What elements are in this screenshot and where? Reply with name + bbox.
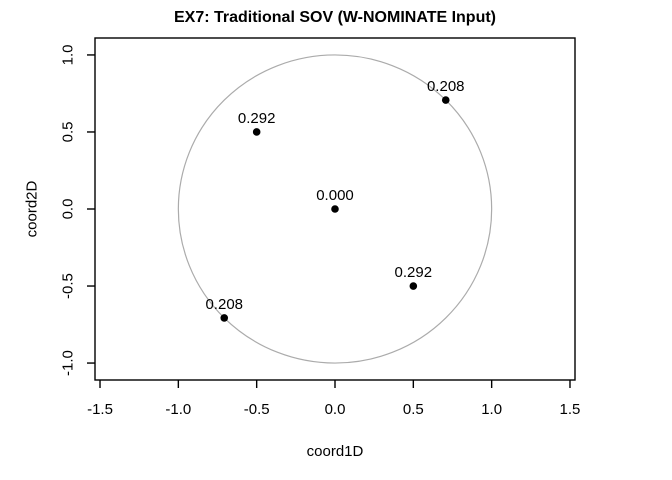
x-tick-label: -1.0 [165,401,191,418]
x-tick-label: -1.5 [87,401,113,418]
x-axis-label: coord1D [307,443,364,460]
point-label: 0.208 [427,78,465,95]
data-point [252,128,261,136]
data-point [441,96,450,104]
x-tick-label: 0.5 [403,401,424,418]
y-tick-label: 0.0 [59,199,76,220]
y-axis-label: coord2D [23,180,40,237]
data-point [331,205,339,213]
x-tick-label: 1.5 [560,401,581,418]
y-tick-label: 1.0 [59,45,76,66]
x-tick-label: -0.5 [244,401,270,418]
y-tick-label: -1.0 [59,350,76,376]
point-label: 0.292 [238,110,276,127]
unit-circle [177,54,493,364]
point-label: 0.292 [395,264,433,281]
plot-title: EX7: Traditional SOV (W-NOMINATE Input) [174,9,496,26]
data-point [409,282,418,290]
point-label: 0.208 [205,296,243,313]
chart-layer: -1.5 -1.0 -0.5 0.0 0.5 1.0 1.5 -1.0 -0.5 0.0 0.5 1.… [59,37,581,418]
data-point [220,314,229,322]
point-label: 0.000 [316,187,354,204]
y-tick-label: 0.5 [59,122,76,143]
y-tick-label: -0.5 [59,273,76,299]
x-tick-label: 0.0 [325,401,346,418]
x-tick-label: 1.0 [481,401,502,418]
